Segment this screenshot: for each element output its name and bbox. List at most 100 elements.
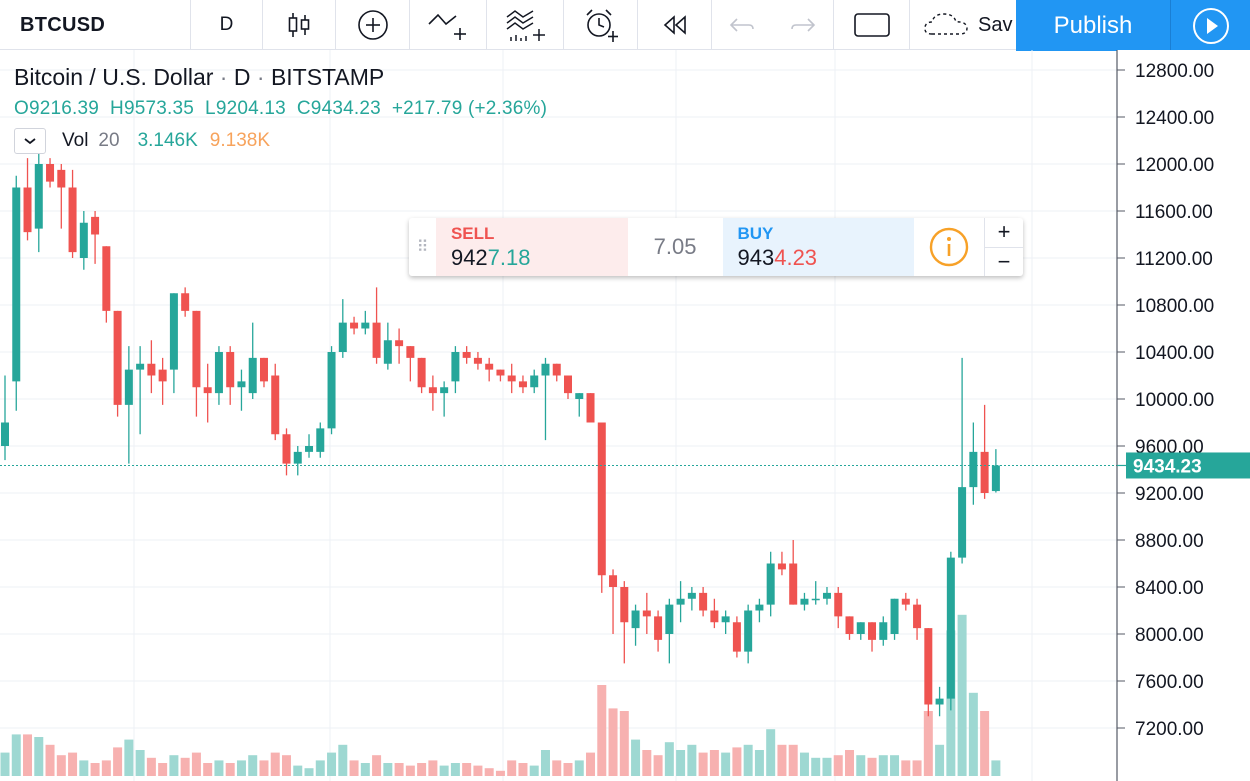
open-key: O [14, 98, 29, 119]
candle-body [451, 352, 460, 382]
replay-button[interactable] [638, 0, 712, 50]
increase-button[interactable]: + [985, 218, 1024, 248]
chart-style-button[interactable] [263, 0, 336, 50]
volume-bar [248, 755, 258, 776]
info-button[interactable] [914, 218, 984, 276]
undo-icon[interactable] [727, 13, 757, 37]
candle-body [856, 622, 865, 634]
volume-bar [169, 755, 179, 776]
drag-handle-icon[interactable]: ⠿ [416, 239, 429, 256]
alert-button[interactable] [564, 0, 638, 50]
low-key: L [205, 98, 216, 119]
candle-body [259, 357, 268, 382]
candle-body [518, 381, 527, 388]
volume-bar [608, 708, 618, 776]
volume-bar [236, 760, 246, 776]
volume-bar [991, 760, 1001, 776]
rewind-icon [663, 15, 686, 35]
fullscreen-button[interactable] [834, 0, 910, 50]
sell-button[interactable]: SELL 9427.18 [435, 218, 628, 276]
open-value: 9216.39 [28, 98, 100, 119]
compare-button[interactable] [336, 0, 410, 50]
candle-body [687, 592, 696, 599]
candle-body [699, 592, 708, 611]
candle-body [800, 598, 809, 605]
candle-body [811, 598, 820, 601]
candle-body [958, 487, 967, 558]
volume-bar [439, 765, 449, 776]
candle-body [91, 216, 100, 235]
candle-body [530, 375, 539, 388]
volume-bar [867, 757, 877, 776]
interval-label: D [233, 64, 251, 90]
volume-bar [890, 755, 900, 776]
volume-bar [315, 760, 325, 776]
volume-bar [0, 752, 10, 776]
volume-bar [191, 752, 201, 776]
play-button[interactable] [1171, 0, 1250, 51]
candle-body [282, 434, 291, 464]
candle-body [417, 357, 426, 388]
price-tick-label: 8000.00 [1135, 625, 1204, 646]
volume-bar [23, 734, 33, 776]
indicators-button[interactable] [410, 0, 487, 50]
decrease-button[interactable]: − [997, 248, 1011, 274]
volume-bar [845, 750, 854, 776]
volume-bar [833, 755, 843, 776]
volume-bar [980, 711, 990, 776]
templates-icon [506, 10, 545, 41]
volume-bar [68, 752, 78, 776]
price-chart[interactable]: 12800.00 12400.00 12000.00 11600.00 11200.00… [0, 50, 1250, 781]
volume-bar [349, 760, 359, 776]
candle-body [552, 363, 561, 376]
candle-body [169, 293, 178, 370]
volume-bar [822, 757, 832, 776]
volume-bar [484, 768, 494, 776]
volume-bar [495, 770, 505, 776]
symbol-search-button[interactable]: BTCUSD [0, 0, 191, 50]
price-tick-label: 12800.00 [1135, 61, 1214, 82]
volume-bar [259, 760, 269, 776]
candle-body [980, 451, 989, 493]
publish-button[interactable]: Publish [1016, 0, 1171, 51]
candle-body [57, 169, 66, 188]
volume-bar [878, 755, 888, 776]
candle-body [271, 375, 280, 435]
buy-label: BUY [737, 224, 774, 243]
collapse-legend-button[interactable] [14, 128, 46, 154]
candle-body [79, 222, 88, 258]
volume-bar [574, 760, 584, 776]
candle-body [68, 187, 77, 253]
volume-bar [45, 744, 55, 776]
volume-bar [788, 744, 798, 776]
candle-body [969, 451, 978, 488]
price-tick-label: 12000.00 [1135, 155, 1214, 176]
volume-bar [507, 760, 517, 776]
buy-button[interactable]: BUY 9434.23 [722, 218, 915, 276]
candle-body [473, 357, 482, 364]
candle-body [12, 187, 21, 382]
price-tick-label: 10400.00 [1135, 343, 1214, 364]
volume-bar [203, 763, 213, 776]
price-tick-label: 8400.00 [1135, 578, 1204, 599]
volume-bar [732, 747, 742, 776]
candle-body [777, 563, 786, 570]
candle-body [642, 610, 651, 617]
volume-bar [473, 765, 483, 776]
volume-bar [540, 750, 550, 776]
candle-body [913, 604, 922, 629]
title-separator: · [256, 64, 265, 90]
redo-icon[interactable] [788, 13, 818, 37]
volume-bar [619, 711, 629, 776]
quantity-stepper: + − [984, 218, 1024, 276]
save-button[interactable]: Sav [910, 0, 1016, 50]
title-separator: · [219, 64, 228, 90]
volume-label: Vol [62, 130, 89, 151]
undo-redo-group [712, 0, 834, 50]
interval-button[interactable]: D [191, 0, 263, 50]
candle-body [406, 346, 415, 358]
volume-bar [79, 760, 89, 776]
templates-button[interactable] [487, 0, 564, 50]
candle-body [586, 393, 595, 423]
last-price-label-bg [1126, 452, 1250, 479]
